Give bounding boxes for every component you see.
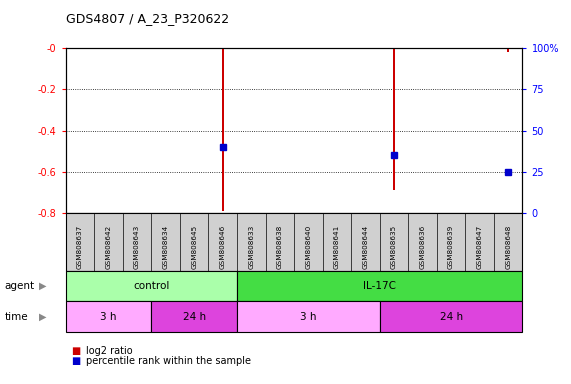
Text: ■: ■ — [71, 356, 81, 366]
Text: ■: ■ — [71, 346, 81, 356]
Text: GSM808640: GSM808640 — [305, 225, 311, 269]
Text: GSM808645: GSM808645 — [191, 225, 197, 269]
Text: 24 h: 24 h — [183, 312, 206, 322]
Text: GSM808644: GSM808644 — [363, 225, 368, 269]
Text: 3 h: 3 h — [300, 312, 316, 322]
Text: GSM808643: GSM808643 — [134, 225, 140, 269]
Text: GSM808637: GSM808637 — [77, 225, 83, 269]
Text: GSM808634: GSM808634 — [163, 225, 168, 269]
Text: ▶: ▶ — [39, 281, 46, 291]
Text: time: time — [5, 312, 28, 322]
Text: GSM808648: GSM808648 — [505, 225, 511, 269]
Text: control: control — [133, 281, 170, 291]
Text: log2 ratio: log2 ratio — [86, 346, 132, 356]
Text: 24 h: 24 h — [440, 312, 463, 322]
Bar — [507, 48, 509, 52]
Text: GSM808646: GSM808646 — [220, 225, 226, 269]
Text: GDS4807 / A_23_P320622: GDS4807 / A_23_P320622 — [66, 12, 229, 25]
Text: IL-17C: IL-17C — [363, 281, 396, 291]
Text: GSM808647: GSM808647 — [477, 225, 482, 269]
Text: 3 h: 3 h — [100, 312, 116, 322]
Text: GSM808639: GSM808639 — [448, 225, 454, 269]
Text: GSM808638: GSM808638 — [277, 225, 283, 269]
Text: ▶: ▶ — [39, 312, 46, 322]
Text: GSM808642: GSM808642 — [106, 225, 111, 269]
Text: GSM808636: GSM808636 — [420, 225, 425, 269]
Bar — [222, 48, 224, 211]
Text: GSM808641: GSM808641 — [334, 225, 340, 269]
Bar — [393, 48, 395, 190]
Text: GSM808633: GSM808633 — [248, 225, 254, 269]
Text: GSM808635: GSM808635 — [391, 225, 397, 269]
Text: percentile rank within the sample: percentile rank within the sample — [86, 356, 251, 366]
Text: agent: agent — [5, 281, 35, 291]
